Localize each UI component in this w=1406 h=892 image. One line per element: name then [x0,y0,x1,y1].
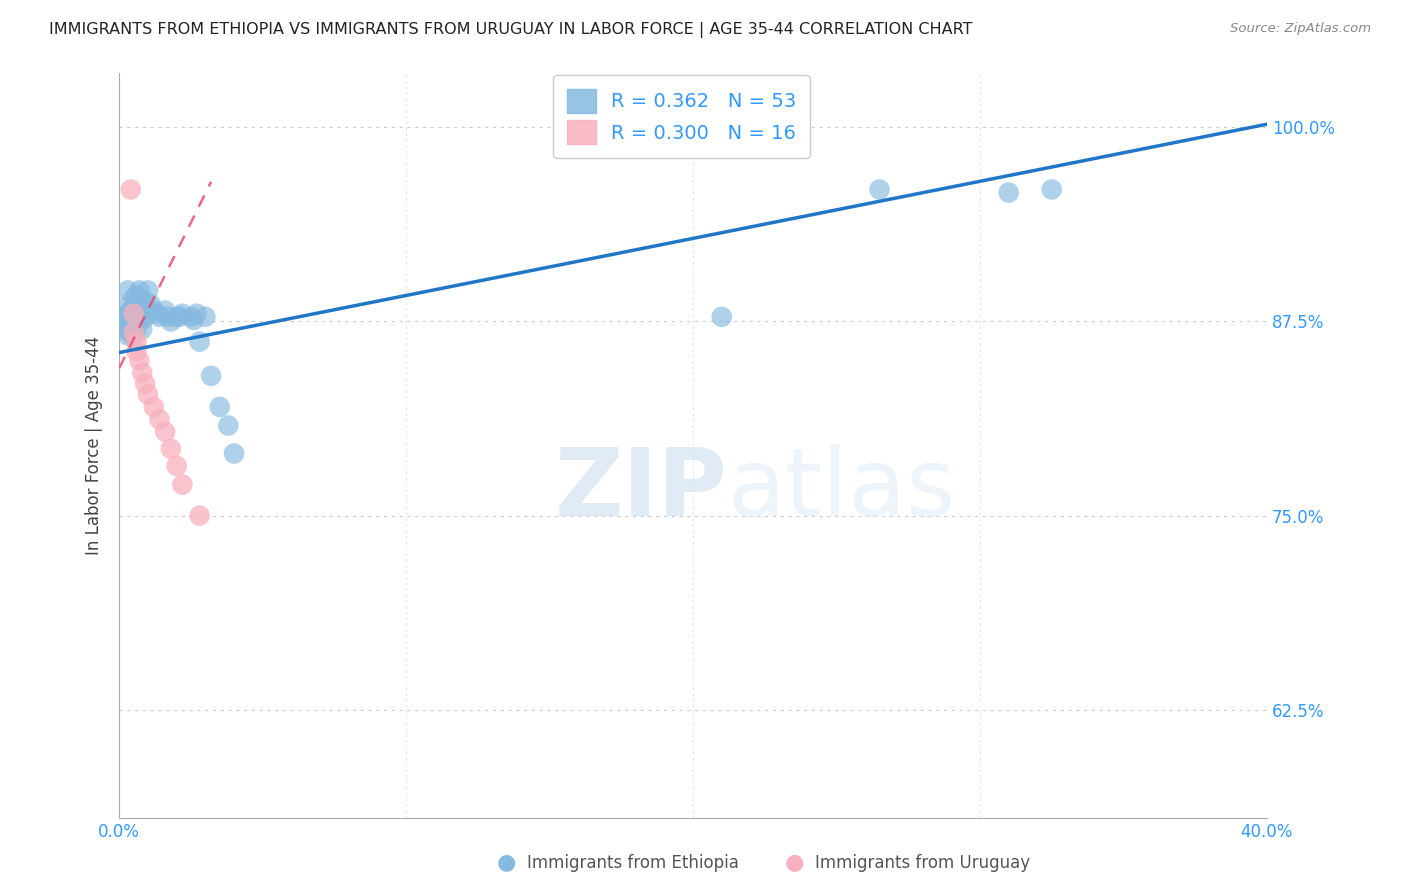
Point [131,313,153,327]
Text: ZIP: ZIP [554,444,727,536]
Point [142,303,165,318]
Point [125,313,148,327]
Point [186,307,208,321]
Point [172,477,194,491]
Legend: R = 0.362   N = 53, R = 0.300   N = 16: R = 0.362 N = 53, R = 0.300 N = 16 [553,75,810,158]
Point [166,310,188,324]
Point [222,446,245,460]
Point [117,328,139,343]
Point [142,400,165,414]
Point [160,314,183,328]
Point [122,326,145,340]
Point [160,442,183,456]
Text: ●: ● [496,853,516,872]
Point [194,310,217,324]
Text: Immigrants from Uruguay: Immigrants from Uruguay [815,855,1031,872]
Point [145,307,167,321]
Point [139,297,162,311]
Point [122,313,145,327]
Point [169,310,191,324]
Point [188,334,211,349]
Point [136,284,159,298]
Point [131,303,153,318]
Point [122,291,145,305]
Point [172,307,194,321]
Point [128,284,150,298]
Point [122,303,145,318]
Point [122,307,145,321]
Point [120,319,142,334]
Point [157,310,180,324]
Point [208,400,231,414]
Point [710,310,733,324]
Point [120,303,142,318]
Point [148,412,170,426]
Point [134,376,156,391]
Point [125,288,148,302]
Point [125,334,148,349]
Point [125,343,148,358]
Point [120,182,142,196]
Point [131,366,153,380]
Text: ●: ● [785,853,804,872]
Point [200,368,222,383]
Point [111,322,134,336]
Point [122,330,145,344]
Point [125,322,148,336]
Point [117,307,139,321]
Point [148,310,170,324]
Point [153,425,176,439]
Point [217,418,239,433]
Point [120,326,142,340]
Point [122,322,145,336]
Point [117,316,139,330]
Point [136,387,159,401]
Point [166,458,188,473]
Point [188,508,211,523]
Point [153,303,176,318]
Point [128,353,150,368]
Text: IMMIGRANTS FROM ETHIOPIA VS IMMIGRANTS FROM URUGUAY IN LABOR FORCE | AGE 35-44 C: IMMIGRANTS FROM ETHIOPIA VS IMMIGRANTS F… [49,22,973,38]
Point [134,294,156,309]
Point [180,310,202,324]
Point [869,182,891,196]
Point [128,310,150,324]
Point [120,313,142,327]
Point [114,301,136,315]
Point [997,186,1019,200]
Text: Source: ZipAtlas.com: Source: ZipAtlas.com [1230,22,1371,36]
Text: Immigrants from Ethiopia: Immigrants from Ethiopia [527,855,740,872]
Point [134,310,156,324]
Point [114,310,136,324]
Point [128,299,150,313]
Point [125,301,148,315]
Text: atlas: atlas [727,444,956,536]
Point [1040,182,1063,196]
Point [183,313,205,327]
Point [114,313,136,327]
Y-axis label: In Labor Force | Age 35-44: In Labor Force | Age 35-44 [86,336,103,556]
Point [117,284,139,298]
Point [131,322,153,336]
